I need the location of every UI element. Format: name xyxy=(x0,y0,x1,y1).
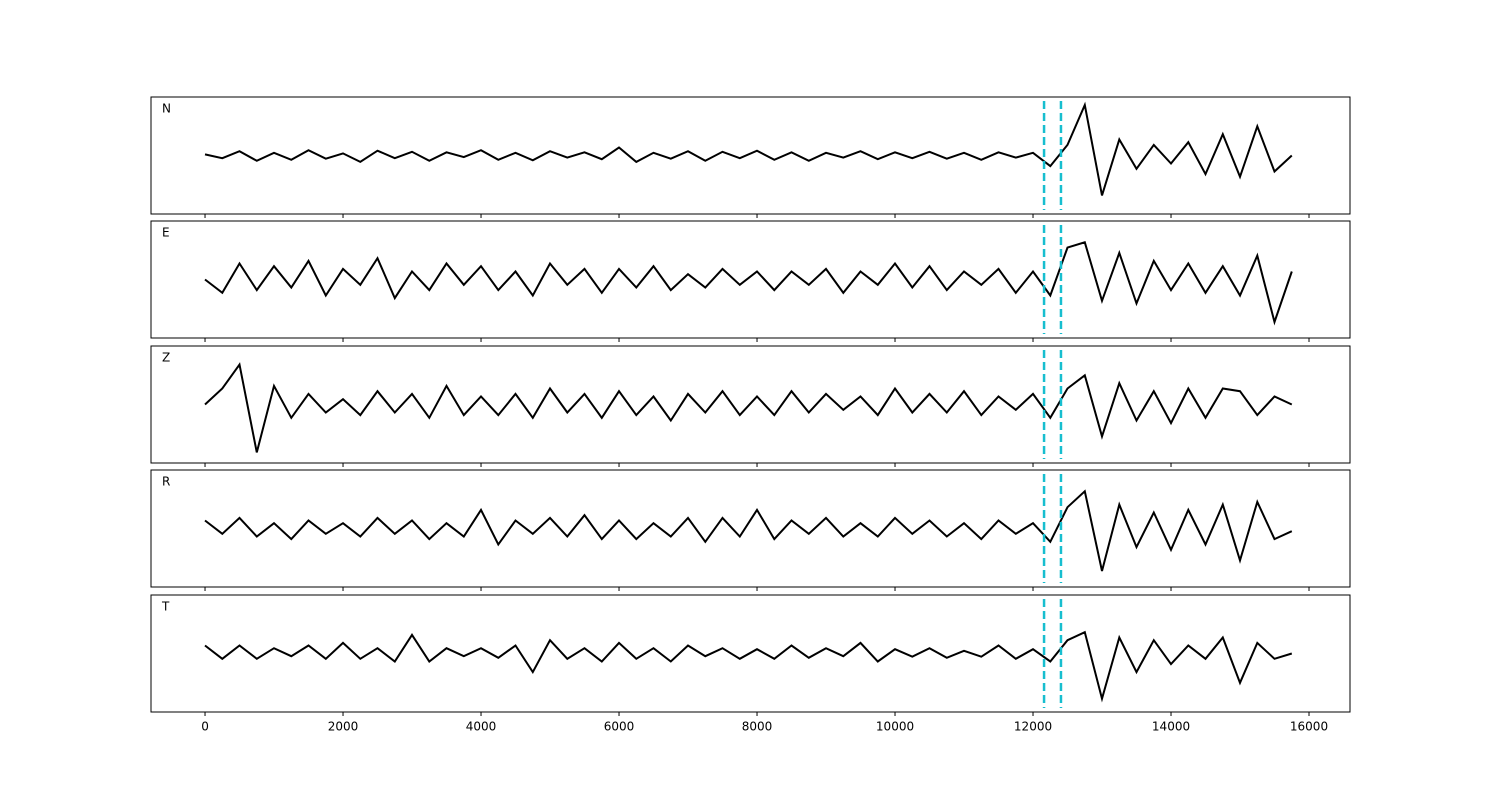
panel-label: E xyxy=(162,226,170,240)
x-tick-label: 6000 xyxy=(604,720,635,734)
panel-frame xyxy=(150,345,1351,464)
trace xyxy=(204,630,1293,703)
panel-label: T xyxy=(161,600,170,614)
trace xyxy=(204,489,1293,572)
panel-label: Z xyxy=(162,351,170,365)
x-tick-label: 14000 xyxy=(1152,720,1190,734)
x-tick-label: 12000 xyxy=(1014,720,1052,734)
panel-frame xyxy=(150,594,1351,713)
trace xyxy=(204,101,1293,196)
x-tick-label: 2000 xyxy=(328,720,359,734)
panel-label: R xyxy=(162,475,170,489)
panel-frame xyxy=(150,96,1351,215)
panel-label: N xyxy=(162,102,171,116)
x-tick-label: 4000 xyxy=(466,720,497,734)
trace xyxy=(204,362,1293,453)
panel-frame xyxy=(150,220,1351,339)
panel-frame xyxy=(150,469,1351,588)
x-tick-label: 8000 xyxy=(742,720,773,734)
x-tick-label: 16000 xyxy=(1290,720,1328,734)
x-tick-label: 10000 xyxy=(876,720,914,734)
trace xyxy=(204,241,1293,326)
x-tick-label: 0 xyxy=(201,720,209,734)
